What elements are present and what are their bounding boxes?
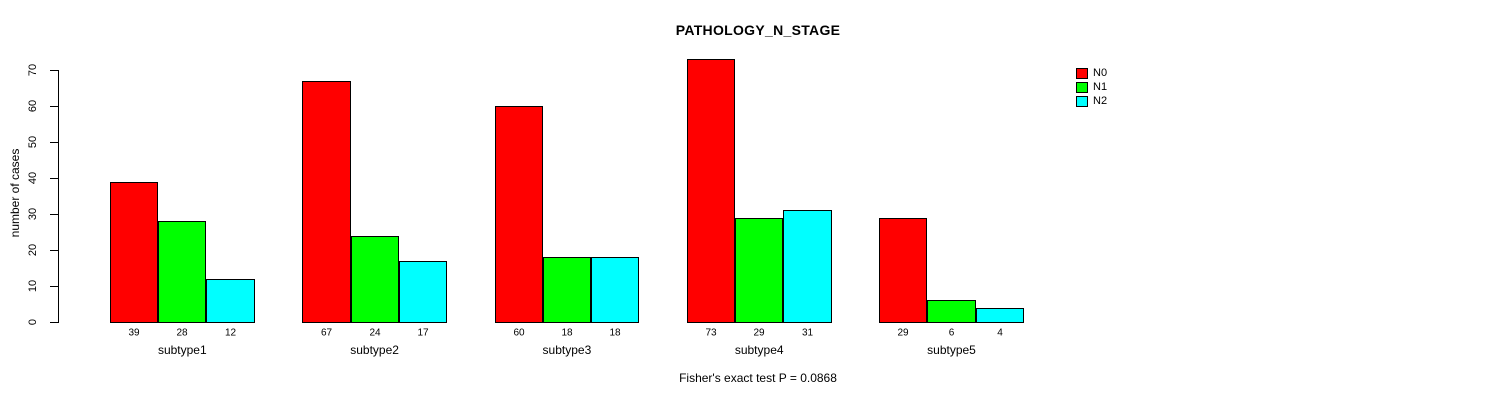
x-category-label: subtype2 xyxy=(350,343,399,357)
bar-n0-subtype2 xyxy=(302,81,351,323)
bar-value-label: 4 xyxy=(997,327,1003,339)
bar-value-label: 39 xyxy=(128,327,140,339)
x-category-label: subtype1 xyxy=(157,343,207,357)
y-tick xyxy=(50,286,58,287)
chart-title: PATHOLOGY_N_STAGE xyxy=(675,22,841,38)
bar-n0-subtype3 xyxy=(495,106,543,323)
x-category-label: subtype3 xyxy=(542,343,592,357)
bar-n1-subtype5 xyxy=(927,300,976,323)
bar-value-label: 29 xyxy=(897,327,909,339)
legend-item: N2 xyxy=(1076,94,1107,108)
bar-value-label: 12 xyxy=(224,327,237,339)
y-tick xyxy=(50,322,58,323)
bar-n1-subtype2 xyxy=(351,236,399,323)
y-tick-label: 60 xyxy=(27,99,39,113)
bar-n1-subtype1 xyxy=(158,221,206,323)
legend-label: N1 xyxy=(1093,81,1108,93)
y-tick xyxy=(50,250,58,251)
y-tick-label: 10 xyxy=(27,279,39,293)
bar-value-label: 18 xyxy=(609,327,621,339)
bar-n1-subtype4 xyxy=(735,218,783,323)
bar-value-label: 18 xyxy=(561,327,573,339)
bar-n1-subtype3 xyxy=(543,257,591,323)
bar-value-label: 6 xyxy=(948,327,955,339)
bar-value-label: 67 xyxy=(320,327,333,339)
y-tick xyxy=(50,70,58,71)
bar-n2-subtype4 xyxy=(783,210,832,323)
bar-n2-subtype2 xyxy=(399,261,447,323)
y-tick xyxy=(50,214,58,215)
bar-value-label: 73 xyxy=(705,327,717,339)
y-tick-label: 50 xyxy=(27,135,39,149)
bar-value-label: 29 xyxy=(753,327,765,339)
y-tick-label: 40 xyxy=(27,171,39,185)
x-category-label: subtype5 xyxy=(927,343,976,357)
y-tick xyxy=(50,178,58,179)
bar-value-label: 31 xyxy=(801,327,814,339)
bar-value-label: 60 xyxy=(513,327,525,339)
x-category-label: subtype4 xyxy=(734,343,784,357)
y-tick-label: 70 xyxy=(27,63,39,77)
stat-annotation: Fisher's exact test P = 0.0868 xyxy=(679,371,837,385)
y-tick-label: 20 xyxy=(27,243,39,257)
legend-label: N2 xyxy=(1093,95,1108,107)
y-tick xyxy=(50,106,58,107)
y-axis-line xyxy=(58,70,59,323)
legend: N0 N1 N2 xyxy=(1076,66,1107,108)
legend-swatch-n2 xyxy=(1076,95,1088,107)
y-tick-label: 0 xyxy=(27,318,39,326)
bar-n2-subtype5 xyxy=(976,308,1024,323)
bar-n0-subtype5 xyxy=(879,218,927,323)
bar-value-label: 24 xyxy=(369,327,381,339)
y-tick-label: 30 xyxy=(27,207,39,221)
bar-n2-subtype3 xyxy=(591,257,639,323)
y-tick xyxy=(50,142,58,143)
bar-n0-subtype4 xyxy=(687,59,735,323)
legend-item: N1 xyxy=(1076,80,1107,94)
bar-value-label: 28 xyxy=(176,327,188,339)
legend-swatch-n1 xyxy=(1076,81,1088,93)
legend-item: N0 xyxy=(1076,66,1107,80)
bar-value-label: 17 xyxy=(417,327,429,339)
legend-swatch-n0 xyxy=(1076,67,1088,79)
bar-n2-subtype1 xyxy=(206,279,255,323)
bar-n0-subtype1 xyxy=(110,182,158,323)
y-axis-title: number of cases xyxy=(8,148,22,238)
legend-label: N0 xyxy=(1093,67,1108,79)
